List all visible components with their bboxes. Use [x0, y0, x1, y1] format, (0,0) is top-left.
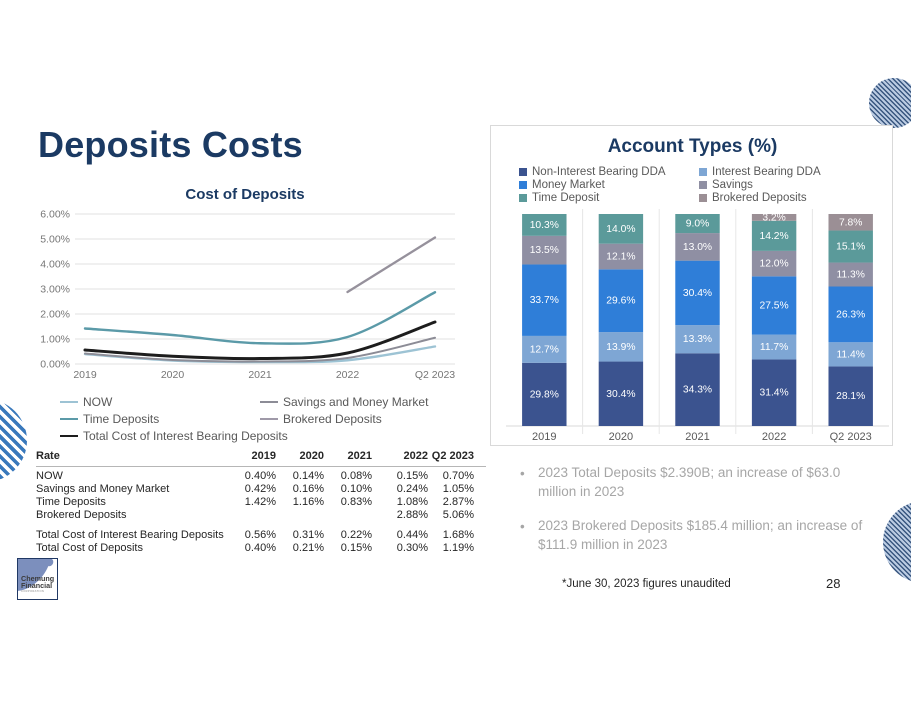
- svg-text:31.4%: 31.4%: [759, 388, 788, 399]
- svg-text:0.00%: 0.00%: [40, 359, 70, 371]
- svg-text:Q2 2023: Q2 2023: [830, 431, 872, 443]
- svg-text:7.8%: 7.8%: [839, 217, 862, 228]
- svg-text:12.0%: 12.0%: [759, 259, 788, 270]
- svg-text:Q2 2023: Q2 2023: [415, 369, 455, 381]
- svg-text:6.00%: 6.00%: [40, 209, 70, 221]
- svg-text:29.8%: 29.8%: [530, 389, 559, 400]
- svg-text:3.2%: 3.2%: [762, 212, 785, 223]
- svg-text:11.4%: 11.4%: [836, 349, 864, 360]
- svg-text:2020: 2020: [609, 431, 633, 443]
- svg-text:15.1%: 15.1%: [836, 242, 865, 253]
- svg-text:13.3%: 13.3%: [683, 334, 712, 345]
- svg-text:13.0%: 13.0%: [683, 242, 712, 253]
- svg-text:30.4%: 30.4%: [606, 389, 635, 400]
- svg-text:11.7%: 11.7%: [760, 342, 788, 353]
- svg-text:33.7%: 33.7%: [530, 295, 559, 306]
- svg-text:26.3%: 26.3%: [836, 309, 865, 320]
- svg-text:9.0%: 9.0%: [686, 219, 709, 230]
- svg-text:1.00%: 1.00%: [40, 334, 70, 346]
- svg-text:11.3%: 11.3%: [836, 270, 864, 281]
- svg-text:2019: 2019: [532, 431, 556, 443]
- svg-text:12.7%: 12.7%: [530, 344, 559, 355]
- svg-text:3.00%: 3.00%: [40, 284, 70, 296]
- svg-text:2.00%: 2.00%: [40, 309, 70, 321]
- svg-text:12.1%: 12.1%: [606, 252, 635, 263]
- svg-text:13.9%: 13.9%: [606, 342, 635, 353]
- svg-text:29.6%: 29.6%: [606, 296, 635, 307]
- svg-text:4.00%: 4.00%: [40, 259, 70, 271]
- svg-text:2021: 2021: [248, 369, 272, 381]
- svg-text:2022: 2022: [336, 369, 360, 381]
- svg-text:14.2%: 14.2%: [759, 231, 788, 242]
- svg-text:14.0%: 14.0%: [606, 224, 635, 235]
- svg-text:2022: 2022: [762, 431, 786, 443]
- svg-text:2021: 2021: [685, 431, 709, 443]
- svg-text:30.4%: 30.4%: [683, 288, 712, 299]
- svg-text:28.1%: 28.1%: [836, 391, 865, 402]
- svg-text:5.00%: 5.00%: [40, 234, 70, 246]
- svg-text:13.5%: 13.5%: [530, 245, 559, 256]
- svg-text:2020: 2020: [161, 369, 185, 381]
- svg-text:10.3%: 10.3%: [530, 220, 559, 231]
- svg-text:2019: 2019: [73, 369, 97, 381]
- svg-text:34.3%: 34.3%: [683, 385, 712, 396]
- svg-text:27.5%: 27.5%: [759, 300, 788, 311]
